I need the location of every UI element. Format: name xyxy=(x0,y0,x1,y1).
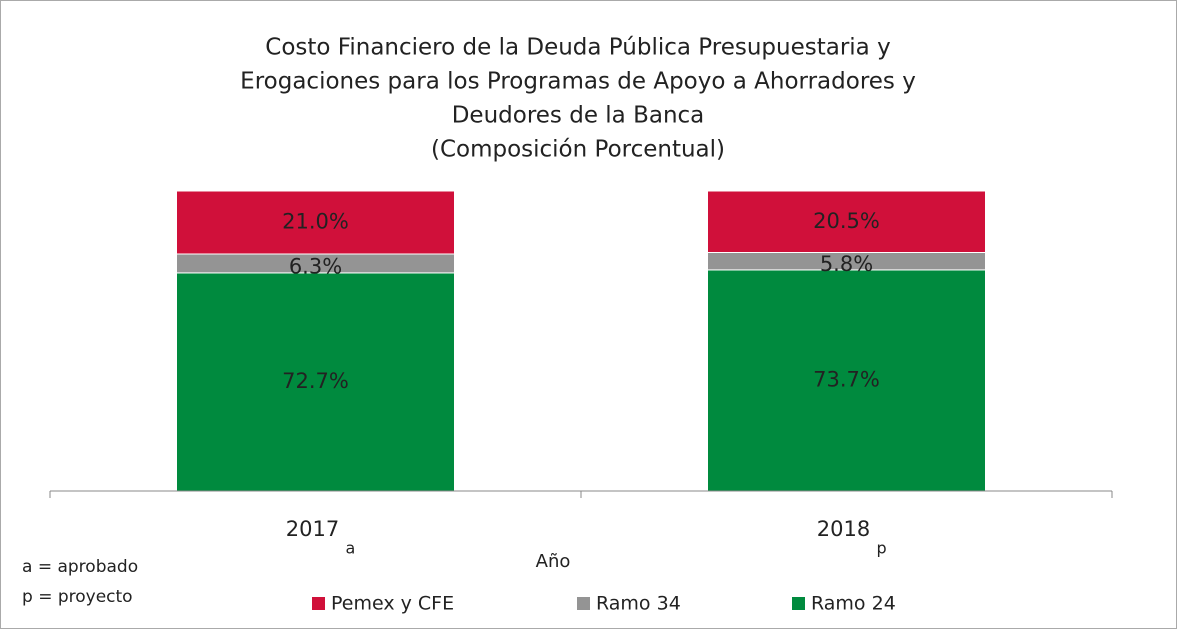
x-tick-label: 2017 xyxy=(286,517,339,541)
legend-label: Ramo 24 xyxy=(811,593,896,615)
data-label: 73.7% xyxy=(813,367,880,391)
x-tick-suffix: a xyxy=(346,539,356,558)
chart-title: Deudores de la Banca xyxy=(452,103,705,129)
bar-segment xyxy=(176,272,455,492)
bar-segment xyxy=(176,190,455,255)
bar-segment xyxy=(707,190,986,253)
x-tick-label: 2018 xyxy=(817,517,870,541)
x-tick-suffix: p xyxy=(877,539,887,558)
footnote: a = aprobado xyxy=(22,557,138,577)
legend-swatch xyxy=(577,597,590,610)
footnote: p = proyecto xyxy=(22,587,133,607)
legend-label: Ramo 34 xyxy=(596,593,681,615)
x-axis-label: Año xyxy=(536,551,571,572)
chart-title: (Composición Porcentual) xyxy=(431,137,725,163)
data-label: 20.5% xyxy=(813,209,880,233)
data-label: 72.7% xyxy=(282,369,349,393)
legend-swatch xyxy=(792,597,805,610)
legend-label: Pemex y CFE xyxy=(331,593,454,615)
chart-title: Costo Financiero de la Deuda Pública Pre… xyxy=(265,35,890,61)
data-label: 6.3% xyxy=(289,254,342,278)
data-label: 5.8% xyxy=(820,252,873,276)
legend-swatch xyxy=(312,597,325,610)
data-label: 21.0% xyxy=(282,210,349,234)
chart-title: Erogaciones para los Programas de Apoyo … xyxy=(240,69,916,95)
bar-segment xyxy=(707,269,986,492)
